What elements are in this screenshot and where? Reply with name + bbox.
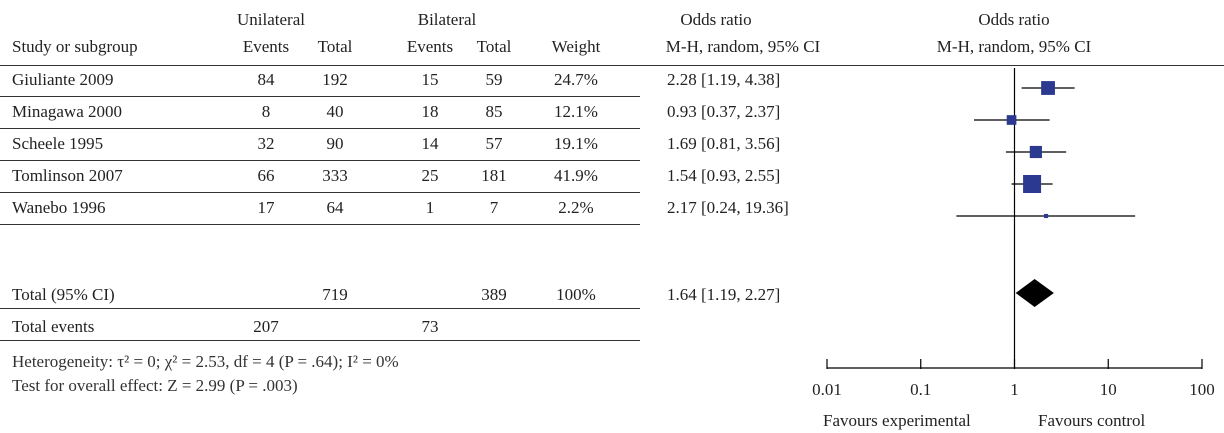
favours-experimental-label: Favours experimental — [823, 411, 971, 430]
events-group1: 84 — [257, 70, 275, 89]
weight: 2.2% — [558, 198, 594, 217]
total-group2: 85 — [485, 102, 503, 121]
heterogeneity-text: Heterogeneity: τ² = 0; χ² = 2.53, df = 4… — [12, 352, 399, 371]
study-name: Scheele 1995 — [12, 134, 104, 153]
total-group1: 90 — [326, 134, 344, 153]
total-row-divider — [0, 308, 640, 309]
total-header-group1: Total — [317, 37, 353, 56]
study-name: Giuliante 2009 — [12, 70, 114, 89]
odds-ratio-text: 2.28 [1.19, 4.38] — [667, 70, 781, 89]
events-header-group1: Events — [242, 37, 290, 56]
total-weight: 100% — [556, 285, 596, 304]
row-divider — [0, 224, 640, 225]
tick-label: 0.1 — [910, 380, 931, 399]
tick-label: 1 — [1010, 380, 1019, 399]
tick-label: 0.01 — [812, 380, 842, 399]
total-group2: 181 — [481, 166, 507, 185]
row-divider — [0, 160, 640, 161]
events-group1: 17 — [257, 198, 275, 217]
study-column-header: Study or subgroup — [12, 37, 138, 56]
total-group2: 59 — [485, 70, 503, 89]
weight-header: Weight — [551, 37, 601, 56]
plot-title: Odds ratio — [978, 10, 1050, 29]
study-name: Tomlinson 2007 — [12, 166, 123, 185]
group1-header: Unilateral — [237, 10, 305, 29]
tick-label: 100 — [1189, 380, 1215, 399]
events-group1: 8 — [261, 102, 271, 121]
study-marker — [1023, 175, 1042, 193]
or-column-title: Odds ratio — [680, 10, 752, 29]
overall-effect-text: Test for overall effect: Z = 2.99 (P = .… — [12, 376, 298, 395]
group2-header: Bilateral — [417, 10, 477, 29]
row-divider — [0, 128, 640, 129]
total-group1: 333 — [322, 166, 348, 185]
study-name: Wanebo 1996 — [12, 198, 106, 217]
total-group2: 7 — [489, 198, 499, 217]
weight: 12.1% — [554, 102, 598, 121]
tick-label: 10 — [1100, 380, 1117, 399]
total-group2: 57 — [485, 134, 503, 153]
study-name: Minagawa 2000 — [12, 102, 123, 121]
total-group1: 192 — [322, 70, 348, 89]
total-group1: 719 — [322, 285, 348, 304]
total-group2: 389 — [481, 285, 507, 304]
odds-ratio-text: 2.17 [0.24, 19.36] — [667, 198, 789, 217]
weight: 41.9% — [554, 166, 598, 185]
events-group2: 25 — [421, 166, 439, 185]
weight: 19.1% — [554, 134, 598, 153]
total-group1: 64 — [326, 198, 344, 217]
events-group2: 15 — [421, 70, 439, 89]
odds-ratio-text: 0.93 [0.37, 2.37] — [667, 102, 781, 121]
events-group1: 32 — [257, 134, 275, 153]
total-events-divider — [0, 340, 640, 341]
study-marker — [1006, 115, 1017, 125]
study-marker — [1041, 81, 1055, 95]
events-group2: 18 — [421, 102, 439, 121]
total-events-group1: 207 — [253, 317, 279, 336]
plot-method-header: M-H, random, 95% CI — [936, 37, 1092, 56]
total-events-label: Total events — [12, 317, 95, 336]
events-group1: 66 — [257, 166, 275, 185]
total-group1: 40 — [326, 102, 344, 121]
odds-ratio-text: 1.54 [0.93, 2.55] — [667, 166, 781, 185]
total-label: Total (95% CI) — [12, 285, 115, 304]
row-divider — [0, 96, 640, 97]
events-group2: 14 — [421, 134, 439, 153]
weight: 24.7% — [554, 70, 598, 89]
total-header-group2: Total — [476, 37, 512, 56]
events-header-group2: Events — [406, 37, 454, 56]
total-events-group2: 73 — [421, 317, 439, 336]
pooled-diamond — [1015, 279, 1054, 307]
or-method-header: M-H, random, 95% CI — [665, 37, 821, 56]
study-marker — [1043, 213, 1049, 219]
events-group2: 1 — [425, 198, 435, 217]
favours-control-label: Favours control — [1038, 411, 1146, 430]
row-divider — [0, 192, 640, 193]
odds-ratio-text: 1.69 [0.81, 3.56] — [667, 134, 781, 153]
study-marker — [1029, 145, 1042, 159]
total-or-text: 1.64 [1.19, 2.27] — [667, 285, 781, 304]
header-divider — [0, 65, 1224, 66]
